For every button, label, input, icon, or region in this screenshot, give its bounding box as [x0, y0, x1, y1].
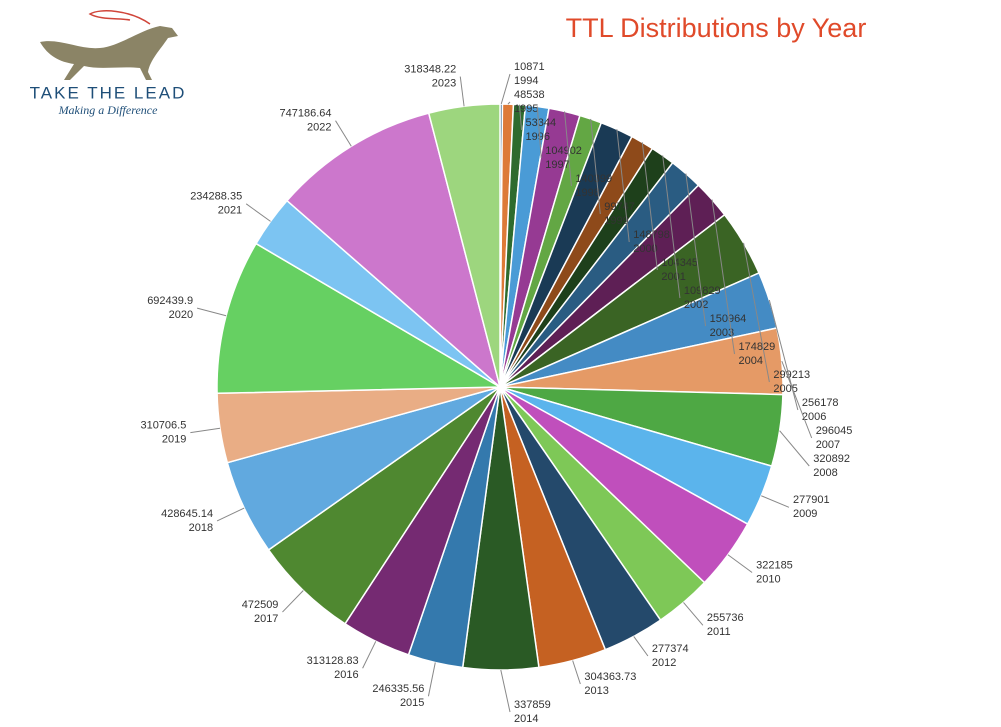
data-label: 255736	[707, 612, 744, 624]
leash	[88, 10, 151, 25]
category-label: 2009	[793, 508, 817, 520]
category-label: 2020	[169, 309, 193, 321]
leader-line	[536, 106, 542, 159]
category-label: 2022	[307, 122, 331, 134]
leader-line	[641, 142, 658, 271]
category-label: 2003	[710, 327, 734, 339]
leader-line	[768, 299, 799, 411]
data-label: 277901	[793, 494, 830, 506]
category-label: 2002	[684, 299, 708, 311]
data-label: 318348.22	[404, 63, 456, 75]
leader-line	[711, 199, 736, 355]
data-label: 296045	[816, 425, 853, 437]
category-label: 2000	[633, 243, 657, 255]
data-label: 310706.5	[140, 420, 186, 432]
leader-line	[590, 118, 601, 215]
category-label: 2017	[254, 613, 278, 625]
leader-line	[572, 660, 581, 685]
leader-line	[335, 120, 352, 147]
leader-line	[518, 104, 523, 131]
category-label: 2016	[334, 669, 358, 681]
data-label: 104902	[545, 145, 582, 157]
leader-line	[781, 360, 813, 439]
leader-line	[196, 307, 227, 317]
data-label: 53344	[526, 117, 557, 129]
data-label: 148798	[633, 229, 670, 241]
leader-line	[216, 507, 245, 522]
data-label: 109829	[684, 285, 721, 297]
leader-line	[683, 602, 704, 626]
leader-line	[500, 73, 511, 105]
data-label: 234288.35	[190, 191, 242, 203]
logo: TAKE THE LEAD Making a Difference	[30, 10, 187, 117]
data-label: 10871	[514, 61, 545, 73]
leader-line	[727, 554, 753, 573]
data-label: 299213	[773, 369, 810, 381]
data-label: 104345	[661, 257, 698, 269]
category-label: 1995	[514, 103, 538, 115]
leader-line	[743, 242, 770, 383]
dog-icon	[40, 26, 178, 80]
category-label: 1999	[604, 215, 628, 227]
category-label: 2004	[739, 355, 763, 367]
data-label: 747186.64	[280, 108, 332, 120]
leader-line	[633, 636, 649, 657]
leader-line	[662, 155, 681, 299]
data-label: 256178	[802, 397, 839, 409]
category-label: 2014	[514, 713, 538, 725]
leader-line	[362, 641, 377, 669]
category-label: 1998	[575, 187, 599, 199]
data-label: 99747	[604, 201, 635, 213]
category-label: 2007	[816, 439, 840, 451]
category-label: 2010	[756, 573, 780, 585]
category-label: 1997	[545, 159, 569, 171]
data-label: 150964	[710, 313, 747, 325]
leader-line	[500, 669, 511, 713]
leader-line	[761, 495, 790, 508]
leader-line	[564, 111, 572, 187]
data-label: 322185	[756, 559, 793, 571]
leader-line	[427, 662, 436, 697]
leader-line	[685, 173, 707, 327]
leader-line	[459, 76, 465, 107]
pie-slice	[285, 112, 502, 390]
category-label: 2012	[652, 657, 676, 669]
category-label: 1996	[526, 131, 550, 143]
category-label: 2006	[802, 411, 826, 423]
leader-line	[282, 590, 304, 613]
pie-slice	[216, 242, 503, 395]
category-label: 2011	[707, 626, 731, 638]
data-label: 277374	[652, 643, 689, 655]
data-label: 48538	[514, 89, 545, 101]
category-label: 2021	[218, 205, 242, 217]
leader-line	[616, 129, 630, 243]
chart-title: TTL Distributions by Year	[566, 13, 867, 43]
data-label: 472509	[242, 599, 279, 611]
category-label: 2019	[162, 434, 186, 446]
category-label: 2023	[432, 77, 456, 89]
category-label: 2013	[584, 685, 608, 697]
category-label: 2018	[189, 522, 213, 534]
category-label: 2001	[661, 271, 685, 283]
data-label: 313128.83	[307, 655, 359, 667]
leader-line	[190, 427, 221, 434]
data-label: 337859	[514, 699, 551, 711]
logo-tagline: Making a Difference	[58, 103, 159, 117]
category-label: 1994	[514, 75, 538, 87]
data-label: 304363.73	[584, 671, 636, 683]
leader-line	[245, 203, 271, 222]
logo-name: TAKE THE LEAD	[30, 83, 187, 102]
leader-line	[779, 430, 810, 467]
data-label: 320892	[813, 453, 850, 465]
data-label: 428645.14	[161, 508, 213, 520]
data-label: 246335.56	[372, 683, 424, 695]
leader-line	[507, 101, 511, 105]
data-label: 140399	[575, 173, 612, 185]
data-label: 692439.9	[147, 295, 193, 307]
data-label: 174829	[739, 341, 776, 353]
category-label: 2015	[400, 697, 424, 709]
category-label: 2008	[813, 467, 837, 479]
